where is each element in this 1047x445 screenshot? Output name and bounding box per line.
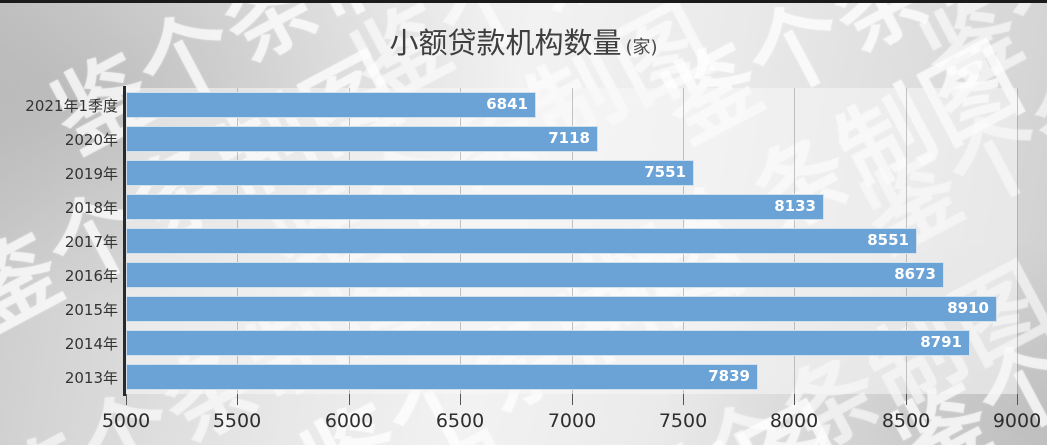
bar-data-label: 7551 [644, 163, 686, 181]
bar[interactable] [126, 194, 824, 220]
bar-row: 8791 [126, 326, 1017, 360]
x-axis-tick [349, 394, 350, 405]
bar-data-label: 8133 [774, 197, 816, 215]
x-axis-tick-label: 9000 [992, 410, 1042, 432]
x-axis-tick [126, 394, 127, 405]
x-axis-tick [1017, 394, 1018, 405]
category-axis-label: 2017年 [64, 233, 118, 251]
x-axis-tick-label: 7000 [547, 410, 597, 432]
bar[interactable] [126, 296, 997, 322]
category-axis-label: 2016年 [64, 267, 118, 285]
x-axis-tick [683, 394, 684, 405]
bar-data-label: 7118 [548, 129, 590, 147]
value-axis-line [123, 86, 126, 396]
x-axis-tick-label: 7500 [658, 410, 708, 432]
bar-row: 8673 [126, 258, 1017, 292]
category-axis-label: 2020年 [64, 131, 118, 149]
bar-row: 8910 [126, 292, 1017, 326]
bar[interactable] [126, 262, 944, 288]
category-axis-label: 2014年 [64, 335, 118, 353]
bar[interactable] [126, 364, 758, 390]
bar-row: 8133 [126, 190, 1017, 224]
x-axis-tick [906, 394, 907, 405]
x-axis-tick-label: 5000 [101, 410, 151, 432]
x-axis-tick-label: 8500 [881, 410, 931, 432]
bar-row: 7839 [126, 360, 1017, 394]
x-axis-tick [794, 394, 795, 405]
chart-title: 小额贷款机构数量 (家) [0, 26, 1047, 60]
x-axis-tick-label: 5500 [212, 410, 262, 432]
category-axis-label: 2019年 [64, 165, 118, 183]
x-axis-tick [460, 394, 461, 405]
bar[interactable] [126, 330, 970, 356]
bar-data-label: 8673 [894, 265, 936, 283]
bar-data-label: 8551 [867, 231, 909, 249]
x-axis-tick-label: 8000 [769, 410, 819, 432]
x-axis-tick-label: 6000 [324, 410, 374, 432]
category-axis-label: 2013年 [64, 369, 118, 387]
bar-row: 7118 [126, 122, 1017, 156]
chart-title-unit: (家) [625, 37, 658, 58]
bar[interactable] [126, 92, 536, 118]
bar-data-label: 6841 [486, 95, 528, 113]
category-axis-label: 2015年 [64, 301, 118, 319]
bar-row: 6841 [126, 88, 1017, 122]
bar[interactable] [126, 126, 598, 152]
bar-row: 8551 [126, 224, 1017, 258]
gridline [1017, 88, 1018, 394]
top-edge-strip [0, 0, 1047, 3]
bar-data-label: 8910 [947, 299, 989, 317]
category-axis-label: 2021年1季度 [25, 97, 118, 115]
category-axis-label: 2018年 [64, 199, 118, 217]
bar-row: 7551 [126, 156, 1017, 190]
x-axis-tick [572, 394, 573, 405]
bar[interactable] [126, 160, 694, 186]
bar[interactable] [126, 228, 917, 254]
bar-data-label: 8791 [920, 333, 962, 351]
bar-data-label: 7839 [708, 367, 750, 385]
chart-title-text: 小额贷款机构数量 [389, 26, 622, 60]
x-axis-tick [237, 394, 238, 405]
x-axis-tick-label: 6500 [435, 410, 485, 432]
